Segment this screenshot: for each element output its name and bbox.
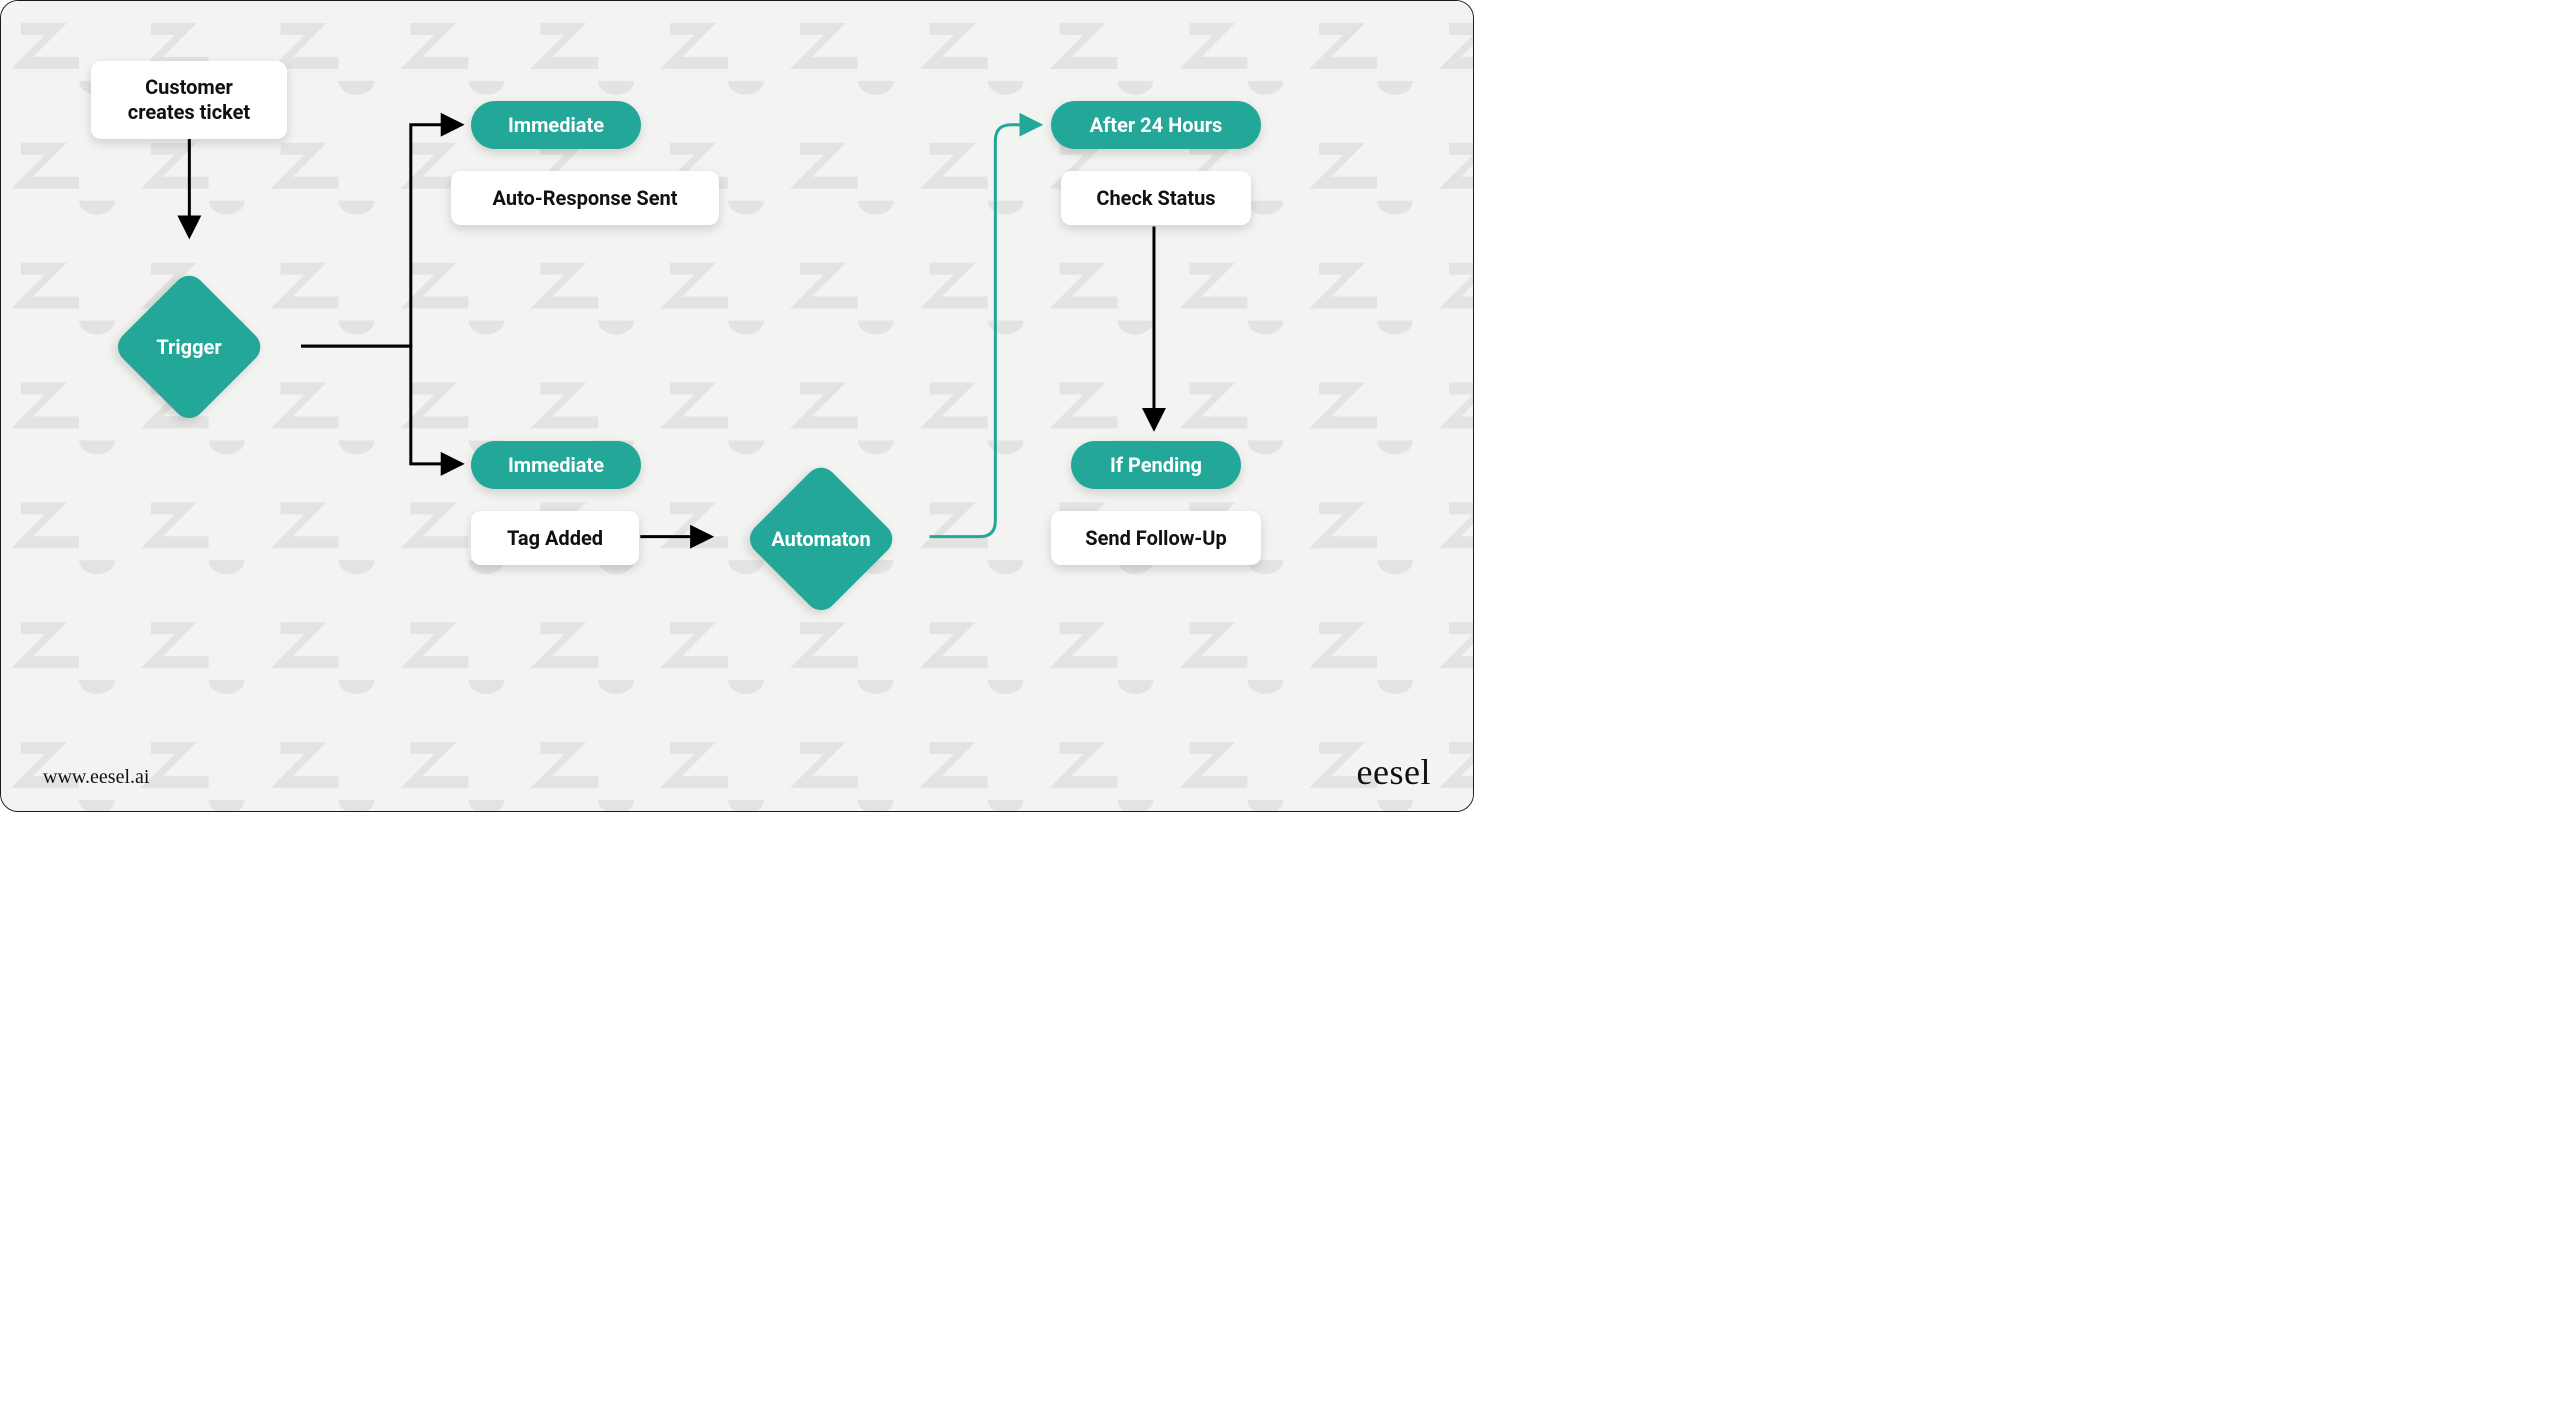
node-resp1: Auto-Response Sent [451, 171, 719, 225]
flowchart-canvas: Customer creates ticket Trigger Immediate A… [0, 0, 1474, 812]
node-imm2-label: Immediate [508, 453, 604, 477]
node-trigger-label: Trigger [156, 335, 221, 359]
node-start: Customer creates ticket [91, 61, 287, 139]
node-after24-label: After 24 Hours [1090, 113, 1223, 137]
node-followup: Send Follow-Up [1051, 511, 1261, 565]
node-imm2: Immediate [471, 441, 641, 489]
node-resp2: Tag Added [471, 511, 639, 565]
node-after24: After 24 Hours [1051, 101, 1261, 149]
node-automaton-label: Automaton [771, 527, 870, 551]
node-imm1-label: Immediate [508, 113, 604, 137]
node-resp1-label: Auto-Response Sent [493, 186, 678, 211]
node-imm1: Immediate [471, 101, 641, 149]
node-ifpending-label: If Pending [1110, 453, 1202, 477]
node-resp2-label: Tag Added [507, 526, 603, 551]
nodes-layer: Customer creates ticket Trigger Immediate A… [1, 1, 1473, 811]
node-check-label: Check Status [1096, 186, 1215, 211]
node-automaton: Automaton [743, 461, 899, 617]
node-trigger: Trigger [111, 269, 267, 425]
node-start-label: Customer creates ticket [128, 75, 250, 125]
node-ifpending: If Pending [1071, 441, 1241, 489]
node-check: Check Status [1061, 171, 1251, 225]
node-followup-label: Send Follow-Up [1085, 526, 1227, 551]
